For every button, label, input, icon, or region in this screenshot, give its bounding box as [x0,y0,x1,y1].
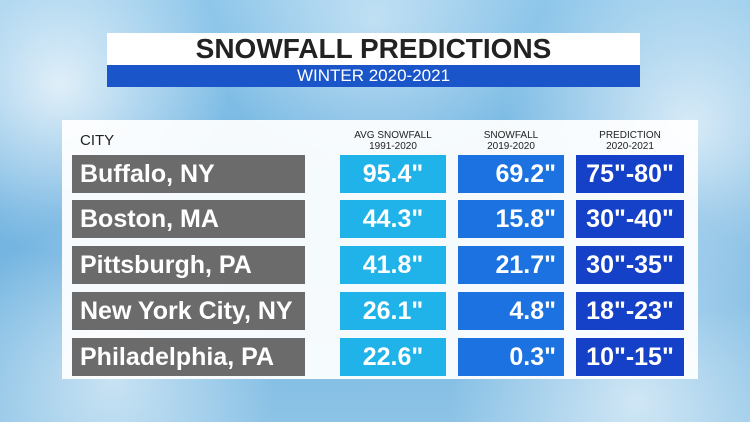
value-cell: 4.8" [458,292,564,330]
value-cell: 0.3" [458,338,564,376]
value-cell: 21.7" [458,246,564,284]
value-cell: 18"-23" [576,292,684,330]
value-cell: 22.6" [340,338,446,376]
title: SNOWFALL PREDICTIONS [107,33,640,65]
city-cell: Boston, MA [72,200,305,238]
value-cell: 69.2" [458,155,564,193]
column-header: SNOWFALL [483,130,539,141]
city-cell: New York City, NY [72,292,305,330]
value-cell: 95.4" [340,155,446,193]
column-header: AVG SNOWFALL [354,130,432,141]
value-cell: 30"-40" [576,200,684,238]
column-subheader: 1991-2020 [369,141,417,152]
city-cell: Philadelphia, PA [72,338,305,376]
value-cell: 41.8" [340,246,446,284]
city-cell: Pittsburgh, PA [72,246,305,284]
value-cell: 15.8" [458,200,564,238]
subtitle: WINTER 2020-2021 [107,65,640,87]
column-header: PREDICTION [599,130,661,141]
column-subheader: 2019-2020 [487,141,535,152]
column-subheader: 2020-2021 [606,141,654,152]
value-cell: 10"-15" [576,338,684,376]
value-cell: 44.3" [340,200,446,238]
value-cell: 30"-35" [576,246,684,284]
city-cell: Buffalo, NY [72,155,305,193]
column-header: CITY [80,132,115,149]
value-cell: 75"-80" [576,155,684,193]
value-cell: 26.1" [340,292,446,330]
